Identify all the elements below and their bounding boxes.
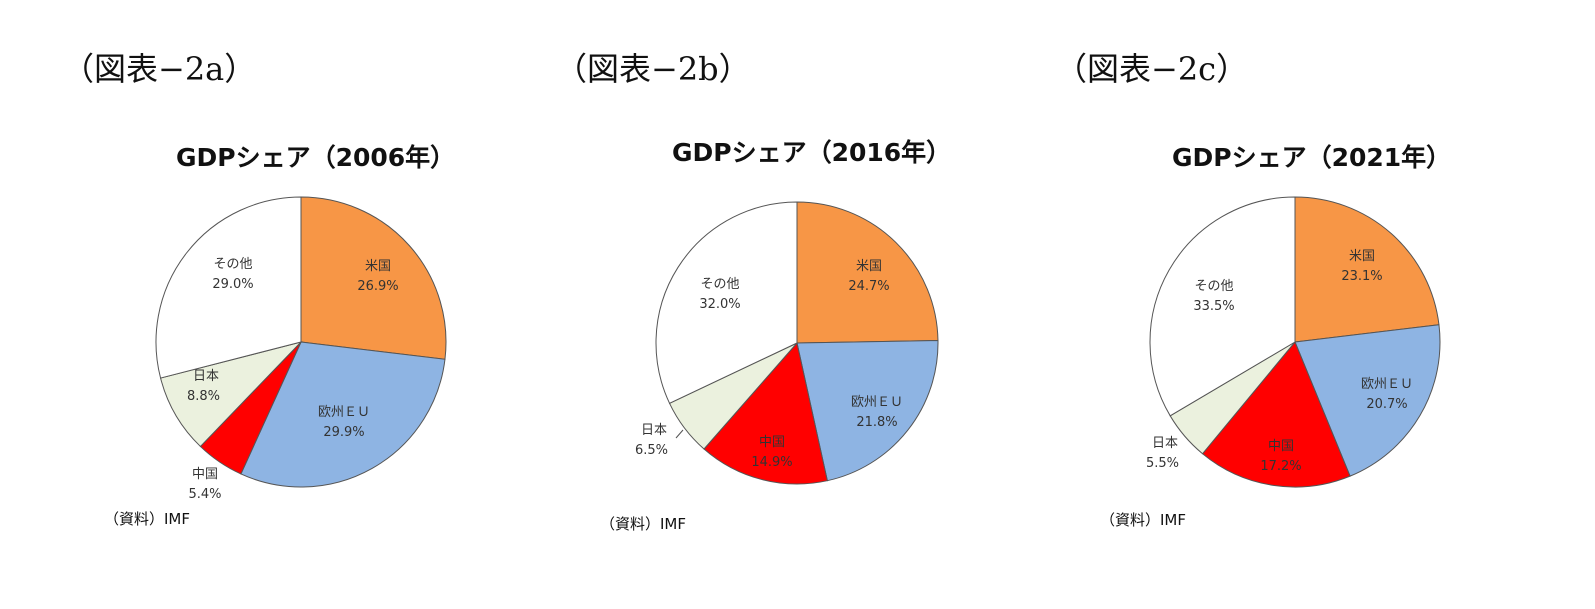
slice-eu	[240, 341, 446, 488]
slice-us-name-label: 米国	[365, 259, 391, 274]
chart-title: GDPシェア（2021年）	[1172, 143, 1452, 172]
source-note: （資料）IMF	[104, 510, 190, 528]
slice-other-name-label: その他	[700, 277, 739, 292]
slice-eu	[796, 340, 939, 482]
figure-label: （図表−2c）	[1055, 50, 1249, 88]
pie-chart-2006: 米国 26.9% 欧州ＥＵ 29.9% 中国 5.4% 日本 8.8% その他 29.0%	[155, 196, 447, 502]
slice-china-value-label: 14.9%	[751, 455, 792, 470]
chart-panel-2021: （図表−2c） GDPシェア（2021年） 米国 23.1% 欧州ＥＵ 20.7% 中国…	[1000, 0, 1500, 609]
slice-other	[655, 201, 798, 404]
source-note: （資料）IMF	[1100, 511, 1186, 529]
slice-china-value-label: 17.2%	[1260, 459, 1301, 474]
slice-eu-value-label: 29.9%	[323, 425, 364, 440]
slice-china	[703, 341, 828, 485]
slice-other-name-label: その他	[1194, 279, 1233, 294]
slice-other-value-label: 33.5%	[1193, 299, 1234, 314]
slice-other	[155, 196, 302, 379]
slice-japan-name-label: 日本	[193, 369, 219, 384]
source-note: （資料）IMF	[600, 515, 686, 533]
slice-eu-value-label: 21.8%	[856, 415, 897, 430]
slice-us-value-label: 26.9%	[357, 279, 398, 294]
slice-china-name-label: 中国	[759, 435, 785, 450]
slice-japan-value-label: 8.8%	[187, 389, 220, 404]
slice-china	[1201, 341, 1351, 488]
slice-us-name-label: 米国	[1349, 249, 1375, 264]
slice-china-name-label: 中国	[192, 467, 218, 482]
slice-us-value-label: 24.7%	[848, 279, 889, 294]
slice-other	[1149, 196, 1296, 417]
pie-chart-2016: 米国 24.7% 欧州ＥＵ 21.8% 中国 14.9% 日本 6.5% その他 32.0%	[635, 201, 939, 485]
slice-eu-name-label: 欧州ＥＵ	[1361, 377, 1413, 392]
slice-japan-value-label: 5.5%	[1146, 456, 1179, 471]
slice-other-value-label: 32.0%	[699, 297, 740, 312]
slice-us	[300, 196, 447, 360]
chart-panel-2006: （図表−2a） GDPシェア（2006年） 米国 26.9% 欧州ＥＵ 29.9% 中国…	[0, 0, 500, 609]
figure-label: （図表−2a）	[62, 50, 257, 88]
slice-japan-name-label: 日本	[641, 423, 667, 438]
chart-title: GDPシェア（2016年）	[672, 138, 952, 167]
slice-eu	[1294, 324, 1441, 477]
slice-us-name-label: 米国	[856, 259, 882, 274]
slice-us	[1294, 196, 1440, 343]
slice-us	[796, 201, 939, 344]
slice-eu-name-label: 欧州ＥＵ	[851, 395, 903, 410]
slice-other-name-label: その他	[213, 257, 252, 272]
slice-china-name-label: 中国	[1268, 439, 1294, 454]
chart-panel-2016: （図表−2b） GDPシェア（2016年） 米国 24.7% 欧州ＥＵ 21.8% 中国…	[500, 0, 1000, 609]
figure-label: （図表−2b）	[555, 50, 751, 88]
slice-eu-name-label: 欧州ＥＵ	[318, 405, 370, 420]
slice-other-value-label: 29.0%	[212, 277, 253, 292]
chart-title: GDPシェア（2006年）	[176, 143, 456, 172]
slice-japan-value-label: 6.5%	[635, 443, 668, 458]
slice-japan-name-label: 日本	[1152, 436, 1178, 451]
japan-leader-line	[675, 429, 684, 439]
slice-china-value-label: 5.4%	[188, 487, 221, 502]
slice-eu-value-label: 20.7%	[1366, 397, 1407, 412]
slice-us-value-label: 23.1%	[1341, 269, 1382, 284]
pie-chart-2021: 米国 23.1% 欧州ＥＵ 20.7% 中国 17.2% 日本 5.5% その他 33.5%	[1146, 196, 1441, 488]
